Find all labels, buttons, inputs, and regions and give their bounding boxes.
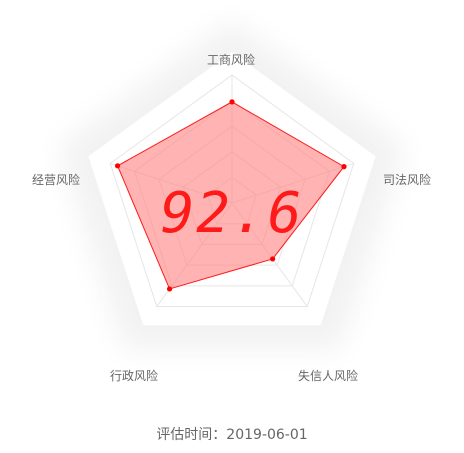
data-point-4 xyxy=(166,286,173,292)
axis-label-shixinren: 失信人风险 xyxy=(298,369,359,383)
axis-label-xingzheng: 行政风险 xyxy=(110,369,159,383)
evaluation-date: 评估时间：2019-06-01 xyxy=(156,427,308,443)
axis-label-jingying: 经营风险 xyxy=(32,173,81,187)
grid-ring-5 xyxy=(109,74,355,308)
data-point-1 xyxy=(229,99,235,105)
risk-score: 92.6 xyxy=(160,181,304,246)
axis-label-gongshang: 工商风险 xyxy=(207,53,256,67)
data-point-5 xyxy=(114,163,121,169)
axis-label-sifa: 司法风险 xyxy=(383,173,432,187)
data-point-2 xyxy=(341,164,347,170)
data-area xyxy=(116,101,345,290)
data-point-3 xyxy=(270,256,276,262)
